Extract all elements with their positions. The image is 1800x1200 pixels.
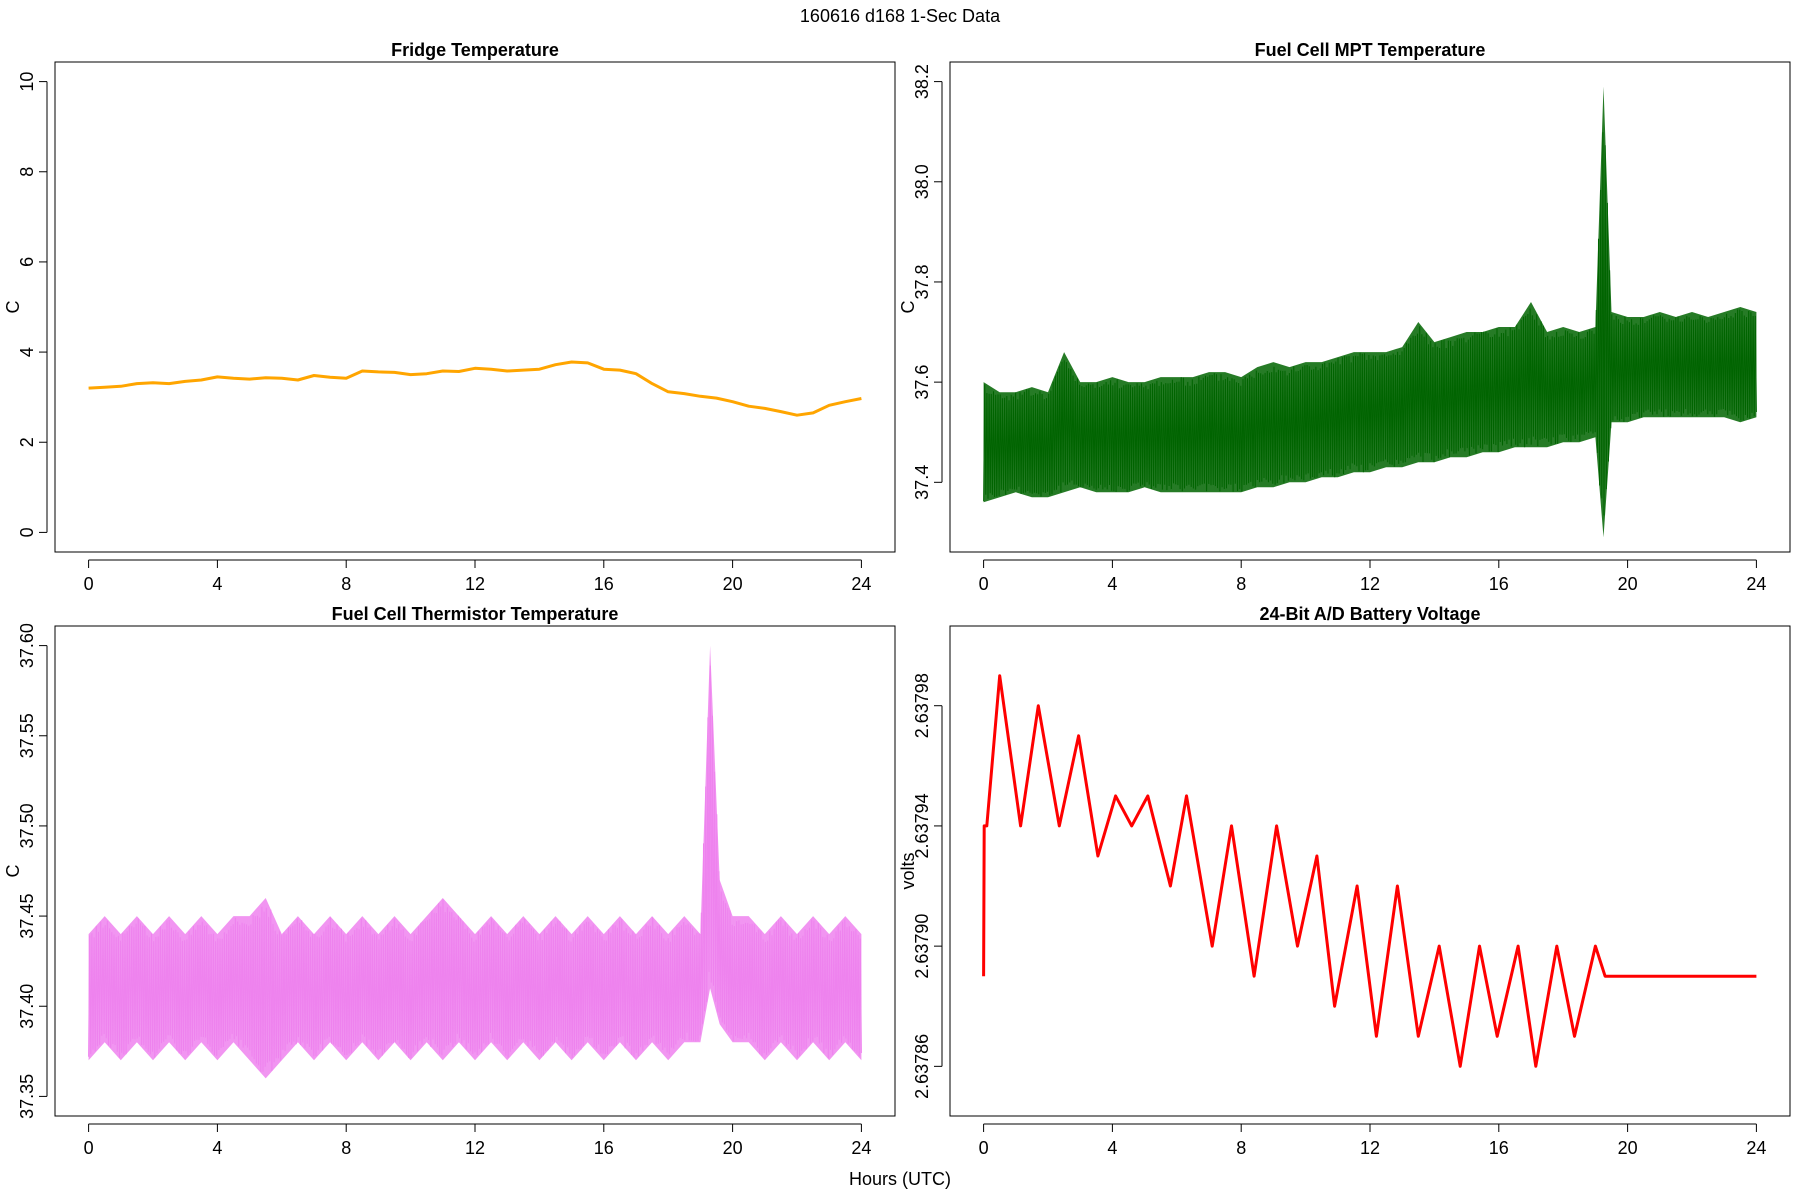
y-tick-label: 38.0 xyxy=(912,164,932,199)
x-tick-label: 16 xyxy=(1489,574,1509,594)
panel-title: Fuel Cell MPT Temperature xyxy=(1255,40,1486,60)
y-axis-label: C xyxy=(898,301,918,314)
x-tick-label: 0 xyxy=(84,574,94,594)
panel-fuel-cell-thermistor-temperature: Fuel Cell Thermistor Temperature C 0 4 8 12 16… xyxy=(3,604,896,1158)
x-tick-label: 4 xyxy=(1107,574,1117,594)
y-tick-label: 2 xyxy=(17,437,37,447)
x-tick-label: 12 xyxy=(465,574,485,594)
x-tick-label: 24 xyxy=(851,574,871,594)
shared-x-axis-label: Hours (UTC) xyxy=(849,1169,951,1189)
y-tick-label: 10 xyxy=(17,72,37,92)
series-envelope xyxy=(983,86,1757,538)
y-tick-label: 37.45 xyxy=(17,894,37,939)
plot-frame xyxy=(54,61,896,553)
plot-frame xyxy=(54,625,896,1117)
y-tick-label: 4 xyxy=(17,347,37,357)
panel-title: Fuel Cell Thermistor Temperature xyxy=(332,604,619,624)
x-tick-label: 8 xyxy=(1236,574,1246,594)
x-tick-label: 24 xyxy=(1746,574,1766,594)
y-tick-label: 37.40 xyxy=(17,984,37,1029)
x-tick-label: 24 xyxy=(851,1138,871,1158)
x-tick-label: 4 xyxy=(212,574,222,594)
x-tick-label: 16 xyxy=(594,574,614,594)
x-tick-label: 12 xyxy=(465,1138,485,1158)
y-tick-label: 37.6 xyxy=(912,365,932,400)
y-tick-label: 2.63794 xyxy=(912,793,932,858)
y-tick-label: 37.50 xyxy=(17,803,37,848)
x-tick-label: 4 xyxy=(1107,1138,1117,1158)
y-tick-label: 8 xyxy=(17,167,37,177)
x-tick-label: 0 xyxy=(979,1138,989,1158)
x-tick-label: 20 xyxy=(723,1138,743,1158)
y-tick-label: 6 xyxy=(17,257,37,267)
x-tick-label: 20 xyxy=(1618,1138,1638,1158)
x-tick-label: 12 xyxy=(1360,574,1380,594)
x-tick-label: 12 xyxy=(1360,1138,1380,1158)
plot-frame xyxy=(949,61,1791,553)
series-line xyxy=(982,674,1757,1068)
y-tick-label: 37.60 xyxy=(17,623,37,668)
x-tick-label: 8 xyxy=(341,1138,351,1158)
plot-frame xyxy=(949,625,1791,1117)
panel-title: 24-Bit A/D Battery Voltage xyxy=(1259,604,1480,624)
y-axis-label: C xyxy=(3,865,23,878)
figure-title: 160616 d168 1-Sec Data xyxy=(800,6,1001,26)
series-noise xyxy=(88,665,862,1072)
y-tick-label: 37.4 xyxy=(912,465,932,500)
panel-fuel-cell-mpt-temperature: Fuel Cell MPT Temperature C 0 4 8 12 16 20 24 37.… xyxy=(898,40,1791,594)
y-tick-label: 37.55 xyxy=(17,713,37,758)
x-tick-label: 4 xyxy=(212,1138,222,1158)
series-line xyxy=(88,360,862,417)
x-tick-label: 24 xyxy=(1746,1138,1766,1158)
series-noise xyxy=(983,132,1757,516)
y-axis-label: C xyxy=(3,301,23,314)
x-tick-label: 0 xyxy=(84,1138,94,1158)
y-tick-label: 0 xyxy=(17,527,37,537)
x-tick-label: 8 xyxy=(341,574,351,594)
x-tick-label: 8 xyxy=(1236,1138,1246,1158)
y-tick-label: 37.8 xyxy=(912,264,932,299)
panel-battery-voltage: 24-Bit A/D Battery Voltage volts 0 4 8 12 16 20… xyxy=(898,604,1791,1158)
y-tick-label: 2.63798 xyxy=(912,673,932,738)
x-tick-label: 16 xyxy=(594,1138,614,1158)
x-tick-label: 0 xyxy=(979,574,989,594)
y-tick-label: 38.2 xyxy=(912,64,932,99)
x-tick-label: 20 xyxy=(1618,574,1638,594)
x-tick-label: 16 xyxy=(1489,1138,1509,1158)
y-tick-label: 2.63786 xyxy=(912,1034,932,1099)
panel-title: Fridge Temperature xyxy=(391,40,559,60)
y-tick-label: 2.63790 xyxy=(912,914,932,979)
x-tick-label: 20 xyxy=(723,574,743,594)
y-axis-label: volts xyxy=(898,852,918,889)
y-tick-label: 37.35 xyxy=(17,1074,37,1119)
